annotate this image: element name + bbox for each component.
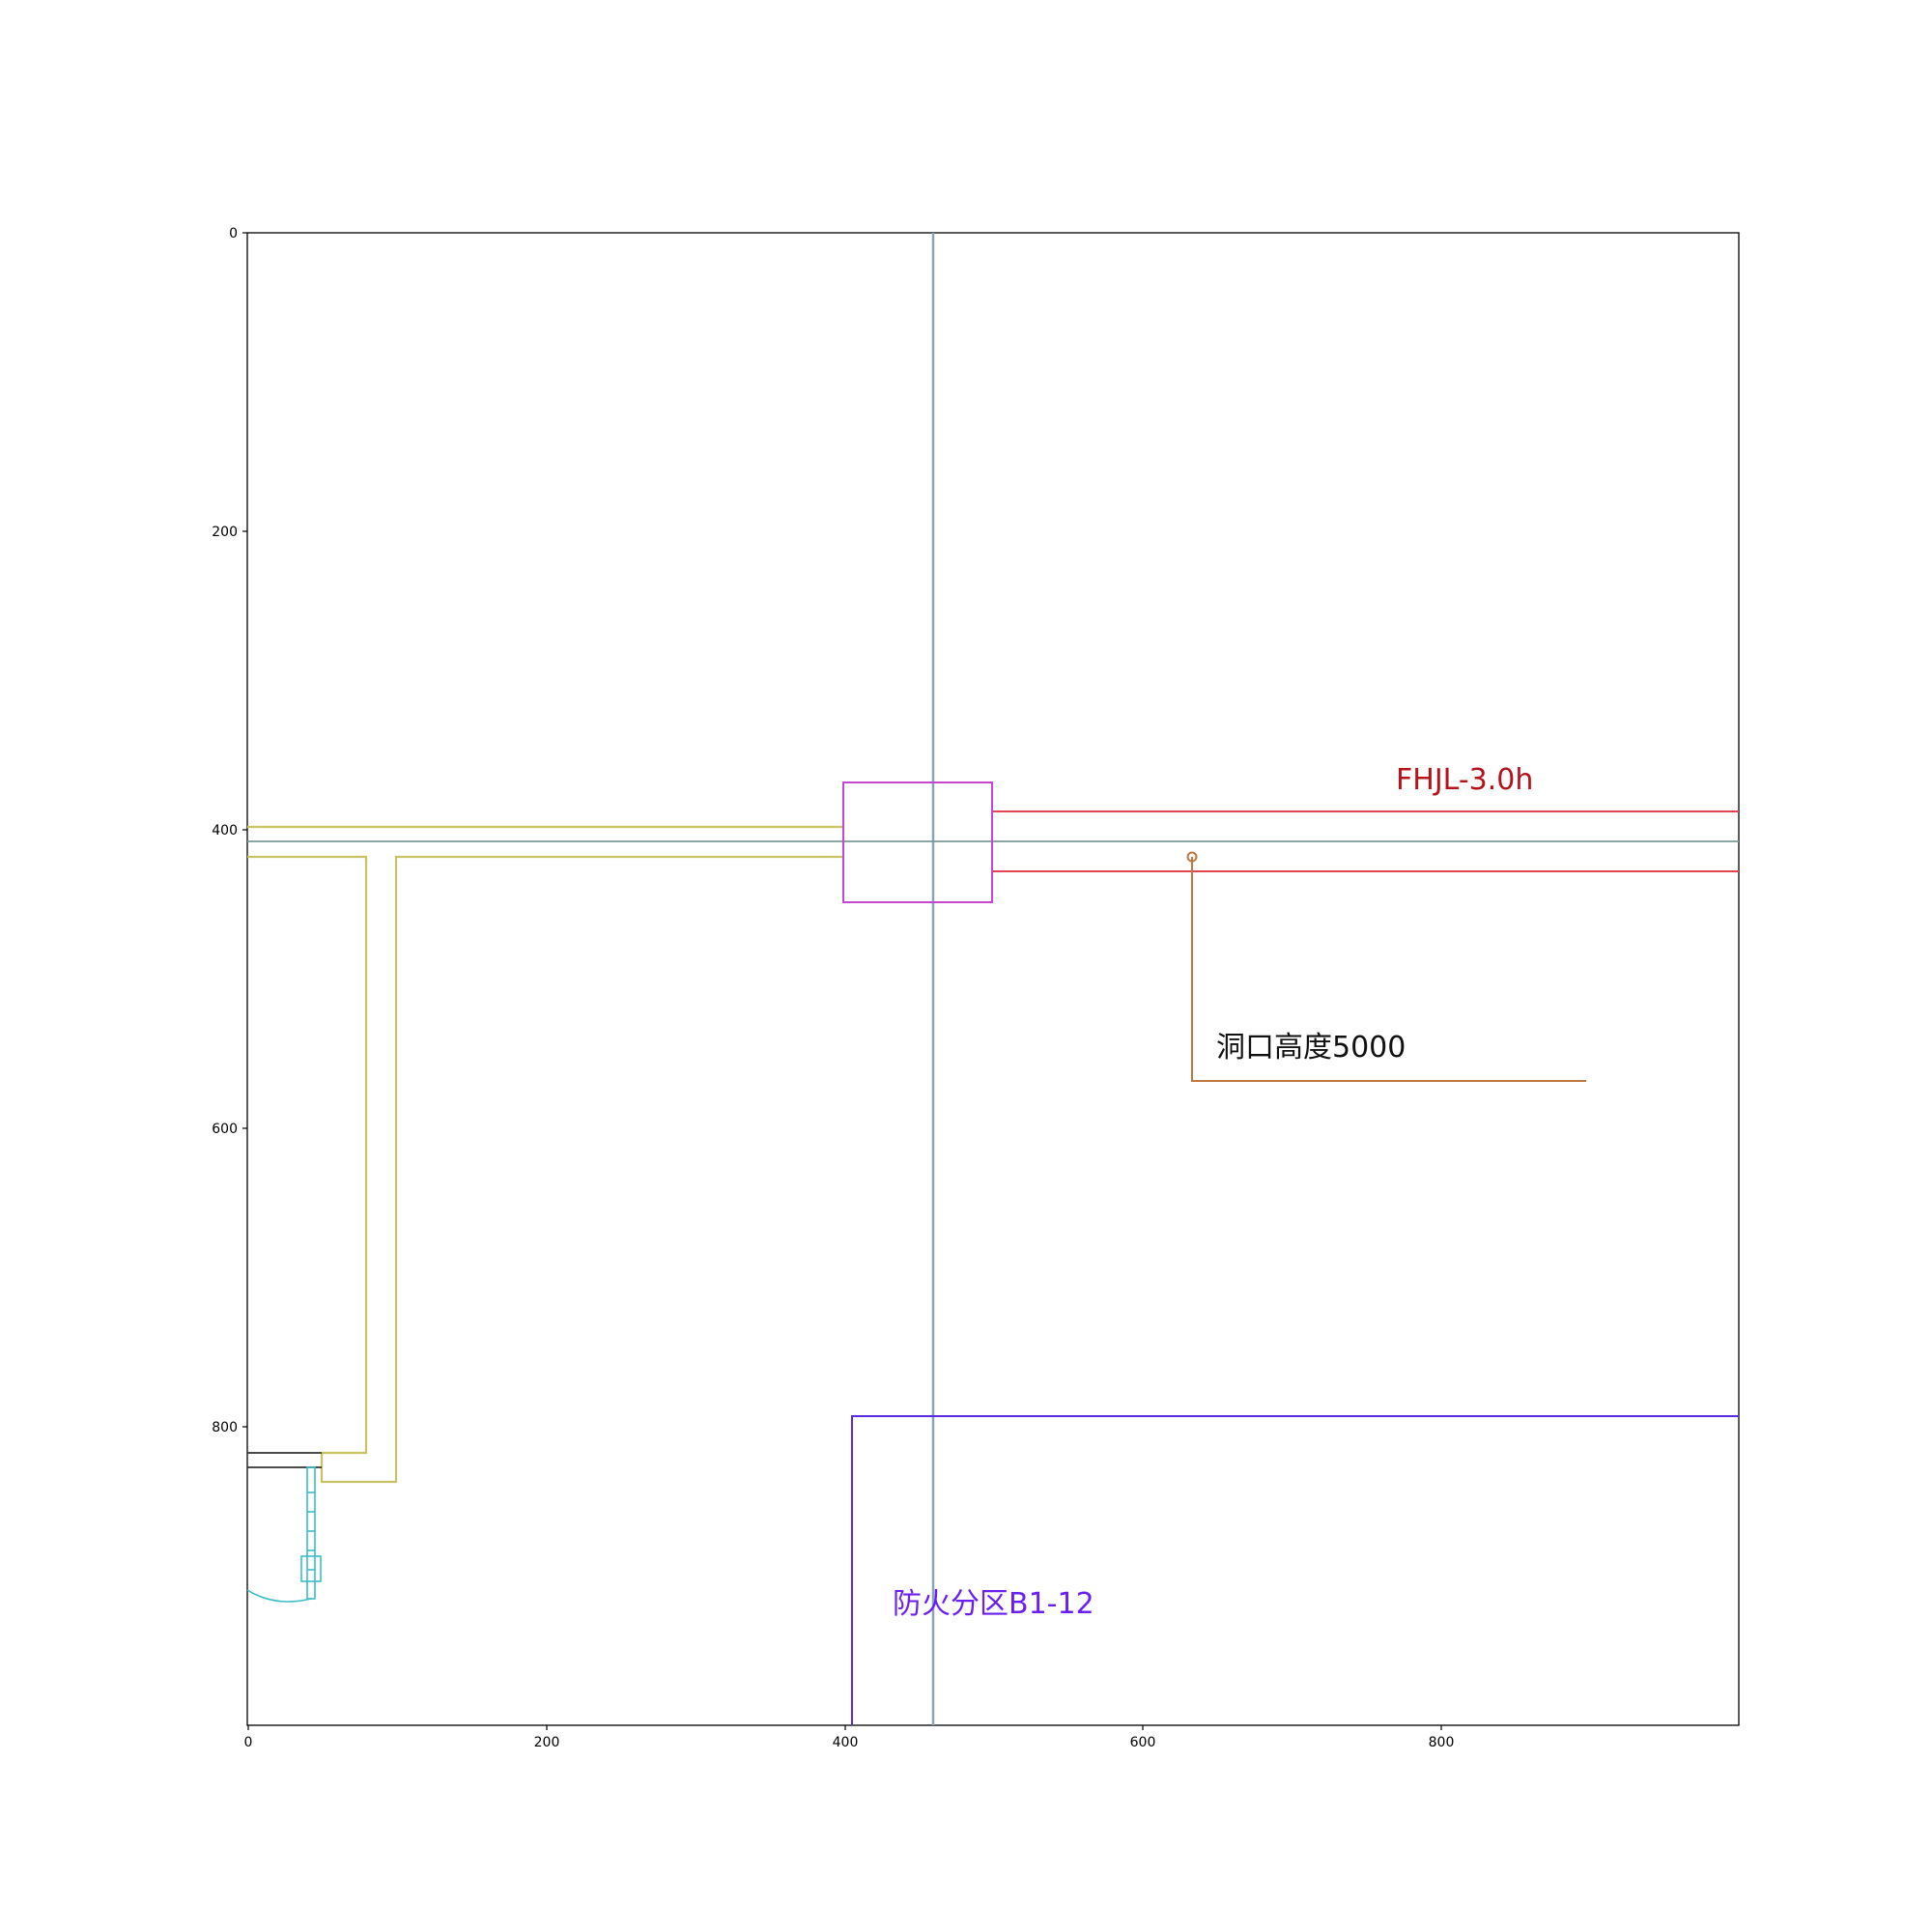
opening-box xyxy=(842,781,993,903)
y-tick-label: 0 xyxy=(229,226,238,242)
y-tick-label: 600 xyxy=(212,1122,238,1137)
leader-line xyxy=(1191,857,1586,1082)
door-handle xyxy=(300,1555,322,1582)
wall-outline-left xyxy=(247,855,843,1484)
door-symbol xyxy=(246,1466,322,1603)
x-tick-label: 200 xyxy=(534,1735,560,1750)
y-tick-label: 800 xyxy=(212,1420,238,1435)
y-axis: 0 200 400 600 800 xyxy=(212,226,247,1435)
door-swing-arc xyxy=(246,1589,312,1603)
fire-wall-label: FHJL-3.0h xyxy=(1396,763,1533,797)
x-tick-label: 0 xyxy=(244,1735,253,1750)
y-tick-label: 400 xyxy=(212,823,238,838)
fire-zone-boundary xyxy=(851,1415,1739,1725)
y-tick-label: 200 xyxy=(212,525,238,540)
wall-lines xyxy=(247,825,843,1484)
x-tick-label: 800 xyxy=(1429,1735,1455,1750)
x-axis: 0 200 400 600 800 xyxy=(244,1725,1455,1750)
door-leaf xyxy=(306,1466,316,1600)
x-tick-label: 400 xyxy=(833,1735,859,1750)
fire-zone-label: 防火分区B1-12 xyxy=(893,1587,1094,1621)
x-tick-label: 600 xyxy=(1130,1735,1156,1750)
plot-frame xyxy=(246,232,1740,1726)
opening-height-label: 洞口高度5000 xyxy=(1216,1031,1406,1065)
